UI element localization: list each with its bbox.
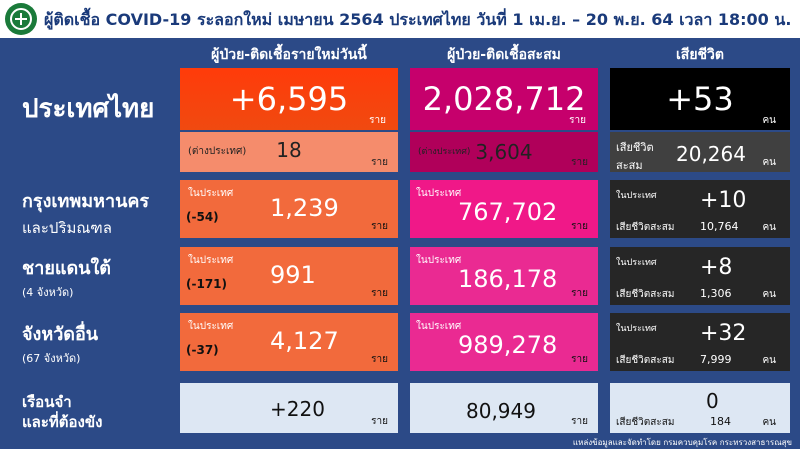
new-cases-box: ในประเทศ (-171) 991 ราย — [180, 247, 398, 305]
cum-label: เสียชีวิตสะสม — [616, 222, 675, 233]
new-cases-box: +220 ราย — [180, 383, 398, 433]
cum-value: 10,764 — [700, 220, 739, 233]
row-sublabel: และปริมณฑล — [22, 219, 112, 237]
value: 991 — [270, 261, 316, 289]
row-label: เรือนจำ — [22, 393, 72, 411]
unit: ราย — [571, 354, 588, 365]
row-label: กรุงเทพมหานคร — [22, 191, 150, 212]
value: 989,278 — [458, 331, 558, 359]
value: +220 — [270, 397, 325, 421]
new-cases-box: ในประเทศ (-54) 1,239 ราย — [180, 180, 398, 238]
value: 3,604 — [475, 140, 533, 164]
cum-label: เสียชีวิตสะสม — [616, 417, 675, 428]
change: (-171) — [186, 277, 227, 291]
unit: ราย — [371, 288, 388, 299]
cumulative-box: ในประเทศ 186,178 ราย — [410, 247, 598, 305]
value: 2,028,712 — [422, 80, 586, 118]
cumulative-box: 2,028,712 ราย — [410, 68, 598, 130]
unit: ราย — [371, 221, 388, 232]
label: ในประเทศ — [616, 324, 657, 334]
unit: ราย — [371, 157, 388, 168]
cumulative-box: 80,949 ราย — [410, 383, 598, 433]
value: +10 — [700, 188, 747, 213]
value: 767,702 — [458, 198, 558, 226]
unit: ราย — [569, 115, 586, 126]
title: ผู้ติดเชื้อ COVID-19 ระลอกใหม่ เมษายน 25… — [44, 10, 792, 29]
cumulative-box: ในประเทศ 989,278 ราย — [410, 313, 598, 371]
foreign-new-box: (ต่างประเทศ) 18 ราย — [180, 132, 398, 172]
new-cases-box: +6,595 ราย — [180, 68, 398, 130]
deaths-cumulative-box: เสียชีวิต สะสม 20,264 คน — [610, 132, 790, 172]
logo — [5, 3, 37, 35]
label: (ต่างประเทศ) — [418, 147, 471, 157]
cumulative-box: ในประเทศ 767,702 ราย — [410, 180, 598, 238]
value: 80,949 — [466, 399, 536, 423]
deaths-box: 0 เสียชีวิตสะสม 184 คน — [610, 383, 790, 433]
cum-label: เสียชีวิตสะสม — [616, 355, 675, 366]
column-header: เสียชีวิต — [676, 47, 724, 63]
row-label: จังหวัดอื่น — [22, 324, 99, 345]
label: เสียชีวิต สะสม — [616, 141, 654, 172]
row-label: ชายแดนใต้ — [22, 258, 111, 279]
change: (-54) — [186, 210, 219, 224]
unit: คน — [762, 115, 776, 126]
value: +32 — [700, 321, 747, 346]
unit: ราย — [371, 354, 388, 365]
deaths-box: ในประเทศ +8 เสียชีวิตสะสม 1,306 คน — [610, 247, 790, 305]
row-sublabel: (67 จังหวัด) — [22, 352, 81, 365]
value: +53 — [666, 80, 734, 118]
cum-value: 1,306 — [700, 287, 732, 300]
unit: ราย — [369, 115, 386, 126]
header-bar: ผู้ติดเชื้อ COVID-19 ระลอกใหม่ เมษายน 25… — [0, 0, 800, 38]
value: 1,239 — [270, 194, 339, 222]
label: ในประเทศ — [616, 191, 657, 201]
label: ในประเทศ — [188, 255, 234, 266]
label: ในประเทศ — [616, 258, 657, 268]
unit: คน — [762, 157, 776, 168]
column-header: ผู้ป่วย-ติดเชื้อสะสม — [447, 47, 561, 63]
row-sublabel: (4 จังหวัด) — [22, 286, 74, 299]
unit: ราย — [571, 157, 588, 168]
cum-value: 7,999 — [700, 353, 732, 366]
deaths-box: ในประเทศ +32 เสียชีวิตสะสม 7,999 คน — [610, 313, 790, 371]
value: +6,595 — [229, 80, 349, 118]
unit: ราย — [371, 416, 388, 427]
unit: ราย — [571, 221, 588, 232]
value: 4,127 — [270, 327, 339, 355]
change: (-37) — [186, 343, 219, 357]
label: ในประเทศ — [188, 188, 234, 199]
label: (ต่างประเทศ) — [188, 146, 247, 157]
unit: ราย — [571, 416, 588, 427]
column-header: ผู้ป่วย-ติดเชื้อรายใหม่วันนี้ — [211, 47, 367, 63]
unit: คน — [762, 417, 776, 428]
label: ในประเทศ — [416, 255, 462, 266]
label: ในประเทศ — [416, 188, 462, 199]
cum-label: เสียชีวิตสะสม — [616, 289, 675, 300]
label: ในประเทศ — [416, 321, 462, 332]
new-cases-box: ในประเทศ (-37) 4,127 ราย — [180, 313, 398, 371]
foreign-cumulative-box: (ต่างประเทศ) 3,604 ราย — [410, 132, 598, 172]
cum-value: 184 — [710, 415, 731, 428]
unit: ราย — [571, 288, 588, 299]
unit: คน — [762, 289, 776, 300]
row-label: ประเทศไทย — [22, 94, 155, 124]
value: 20,264 — [676, 142, 746, 166]
footer: แหล่งข้อมูลและจัดทำโดย กรมควบคุมโรค กระท… — [572, 438, 792, 447]
row-sublabel: และที่ต้องขัง — [22, 413, 103, 431]
value: +8 — [700, 255, 733, 280]
value: 0 — [706, 389, 719, 413]
value: 18 — [276, 138, 302, 162]
deaths-box: +53 คน — [610, 68, 790, 130]
label: ในประเทศ — [188, 321, 234, 332]
unit: คน — [762, 355, 776, 366]
value: 186,178 — [458, 265, 558, 293]
deaths-box: ในประเทศ +10 เสียชีวิตสะสม 10,764 คน — [610, 180, 790, 238]
unit: คน — [762, 222, 776, 233]
